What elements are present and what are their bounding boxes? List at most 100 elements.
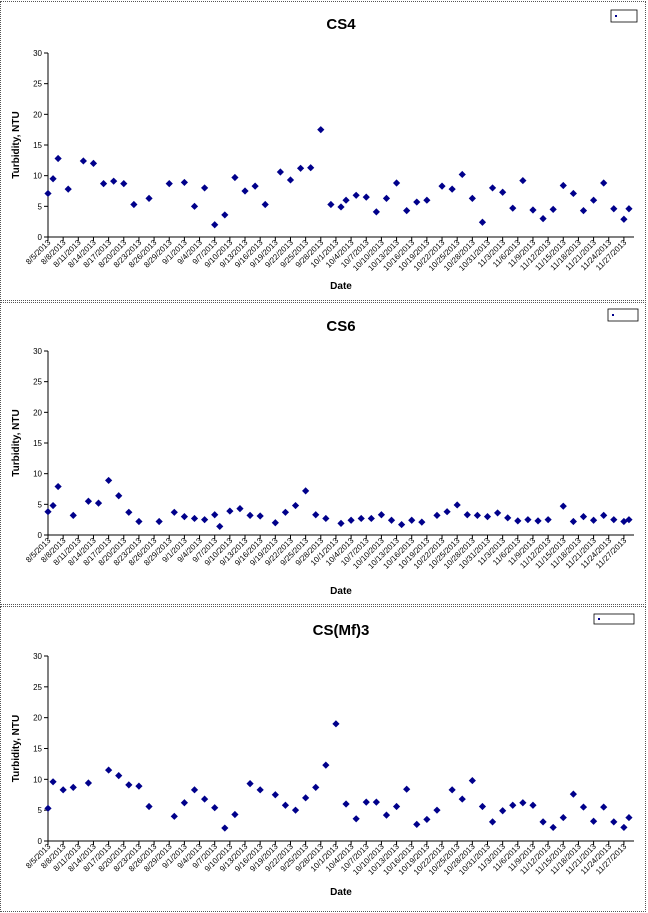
data-point — [231, 810, 239, 819]
data-point — [569, 189, 577, 198]
data-point — [620, 215, 628, 223]
data-point — [483, 513, 492, 521]
data-point — [59, 786, 67, 794]
data-point — [549, 205, 557, 213]
y-tick-label: 20 — [33, 714, 42, 723]
data-point — [529, 801, 537, 809]
y-tick-label: 0 — [38, 531, 43, 540]
data-point — [539, 818, 547, 826]
data-point — [589, 196, 598, 204]
data-point — [382, 811, 391, 819]
data-point — [130, 200, 138, 209]
y-tick-label: 25 — [33, 80, 42, 89]
data-point — [312, 783, 320, 791]
data-point — [69, 511, 77, 519]
data-point — [367, 514, 375, 523]
data-point — [125, 781, 133, 789]
y-tick-label: 15 — [33, 745, 42, 754]
data-point — [286, 176, 295, 184]
data-point — [201, 184, 209, 192]
data-point — [89, 159, 98, 167]
data-point — [226, 507, 234, 515]
data-point — [559, 502, 567, 510]
data-point — [438, 182, 446, 190]
data-point — [337, 519, 345, 527]
data-point — [398, 520, 406, 529]
data-point — [94, 499, 103, 507]
y-tick-label: 0 — [38, 233, 43, 242]
y-tick-label: 5 — [38, 500, 43, 509]
y-tick-label: 30 — [33, 347, 42, 356]
data-point — [529, 206, 537, 214]
data-point — [256, 786, 264, 794]
data-point — [190, 786, 199, 794]
data-point — [110, 177, 118, 185]
x-axis-title: Date — [330, 281, 352, 292]
data-point — [579, 803, 588, 811]
data-point — [569, 790, 577, 798]
data-point — [84, 497, 93, 505]
data-point — [236, 505, 244, 513]
data-point — [291, 806, 300, 814]
data-point — [600, 511, 608, 519]
data-point — [610, 818, 618, 826]
data-point — [559, 181, 567, 190]
data-point — [221, 211, 229, 219]
data-point — [423, 196, 431, 204]
legend-marker — [598, 618, 600, 620]
data-point — [105, 766, 113, 774]
data-point — [302, 794, 310, 802]
data-point — [579, 207, 588, 215]
data-point — [600, 179, 608, 187]
data-point — [473, 511, 481, 519]
legend-box — [610, 9, 638, 23]
data-point — [539, 215, 547, 223]
data-point — [423, 815, 431, 824]
data-point — [221, 824, 229, 832]
data-point — [165, 180, 173, 188]
data-point — [180, 799, 188, 807]
chart-cs-mf-3: CS(Mf)30510152025308/5/20138/8/20138/11/… — [11, 613, 635, 898]
data-point — [49, 501, 57, 510]
data-point — [372, 798, 380, 806]
data-point — [413, 820, 421, 828]
data-point — [317, 126, 325, 134]
data-point — [478, 218, 487, 226]
chart-panel-cs4: CS4 0 5 10 15 20 25 30 8/5/2013 8/8/2013 8/11/2013… — [0, 1, 646, 301]
data-point — [291, 501, 300, 510]
data-point — [458, 795, 466, 803]
data-point — [403, 785, 411, 793]
data-point — [307, 164, 315, 172]
data-point — [54, 482, 62, 491]
data-point — [190, 514, 199, 523]
data-point — [600, 803, 608, 811]
chart-cs6: CS60510152025308/5/20138/8/20138/11/2013… — [11, 308, 639, 597]
data-point — [499, 188, 507, 196]
y-tick-label: 5 — [38, 202, 43, 211]
data-point — [453, 501, 461, 509]
data-point — [362, 798, 370, 806]
x-axis-title: Date — [330, 586, 352, 597]
data-point — [246, 511, 254, 519]
data-point — [246, 780, 254, 788]
data-point — [534, 517, 542, 525]
data-point — [261, 200, 269, 209]
data-point — [170, 812, 178, 820]
data-point — [625, 813, 633, 822]
chart-panel-cs6: CS6 0 5 10 15 20 25 30 8/5/2013 8/8/2013 8/11/2013… — [0, 302, 646, 605]
data-point — [468, 776, 476, 785]
data-point — [44, 189, 52, 198]
data-point — [211, 511, 219, 519]
data-point — [549, 823, 557, 832]
data-point — [509, 801, 517, 809]
data-point — [327, 200, 335, 209]
chart-panel-cs-mf-3: CS(Mf)3 0 5 10 15 20 25 30 8/5/2013 8/8/2013 8/11/… — [0, 606, 646, 912]
chart-cs4: CS40510152025308/5/20138/8/20138/11/2013… — [11, 9, 638, 292]
data-point — [347, 516, 355, 524]
data-point — [322, 761, 330, 769]
data-point — [84, 779, 93, 787]
data-point — [322, 514, 330, 523]
y-tick-label: 10 — [33, 470, 42, 479]
data-point — [559, 813, 567, 822]
data-point — [382, 194, 391, 202]
